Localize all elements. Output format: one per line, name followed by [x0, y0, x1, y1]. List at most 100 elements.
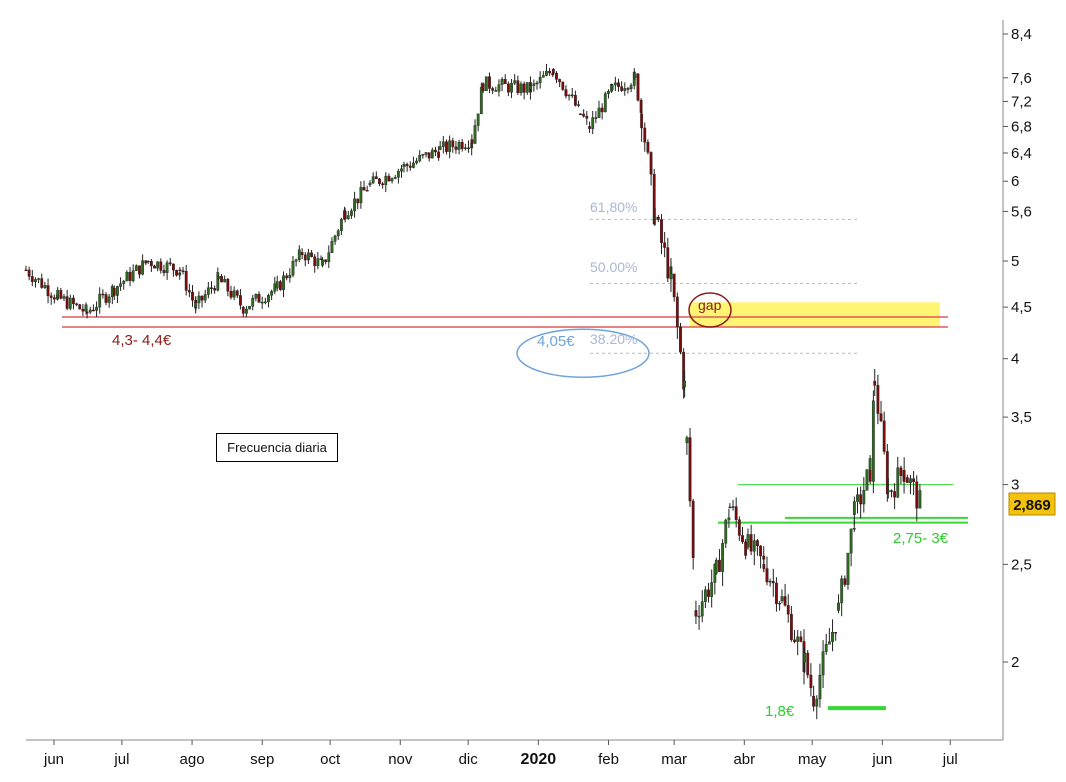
candle-body — [371, 176, 375, 184]
candle-body — [210, 287, 213, 289]
candle-body — [248, 305, 251, 310]
candle-body — [494, 90, 498, 92]
candle-body — [600, 107, 604, 113]
candle-body — [780, 596, 784, 602]
candle-body — [567, 94, 571, 97]
candle-body — [885, 451, 889, 495]
candle-body — [78, 304, 82, 310]
candle-body — [890, 490, 893, 492]
candle-body — [412, 162, 415, 168]
candle-body — [65, 296, 69, 309]
candle-body — [257, 293, 261, 303]
candle-body — [912, 478, 916, 482]
candle-body — [746, 534, 750, 548]
candle-body — [694, 610, 698, 617]
candle-body — [333, 235, 337, 242]
candle-body — [675, 296, 679, 327]
candle-body — [476, 113, 480, 126]
x-tick-label: sep — [250, 751, 274, 768]
candle-body — [445, 141, 448, 152]
x-tick-label: nov — [388, 751, 413, 768]
candle-body — [88, 309, 92, 313]
candle-body — [239, 295, 242, 306]
candle-body — [831, 632, 834, 642]
candle-body — [594, 117, 598, 119]
candle-body — [138, 265, 141, 275]
candle-body — [597, 107, 601, 118]
candle-body — [871, 400, 875, 482]
candle-body — [245, 308, 248, 314]
x-tick-label: jun — [43, 751, 64, 768]
candle-body — [229, 291, 233, 298]
candle-body — [339, 219, 343, 231]
candle-body — [535, 82, 539, 85]
candle-body — [226, 279, 230, 292]
candle-body — [497, 84, 501, 92]
candle-body — [424, 152, 428, 155]
gap-label: gap — [698, 297, 722, 313]
candle-body — [727, 517, 731, 521]
candle-body — [703, 589, 707, 602]
candle-body — [582, 113, 586, 117]
candle-body — [905, 477, 909, 483]
candle-body — [918, 490, 922, 509]
candle-body — [756, 540, 759, 547]
candle-body — [896, 467, 900, 498]
candle-body — [653, 216, 657, 220]
candle-body — [68, 297, 72, 309]
candle-body — [636, 73, 640, 101]
candle-body — [52, 297, 56, 300]
candle-body — [216, 276, 220, 280]
candle-body — [786, 605, 790, 615]
candle-body — [30, 276, 34, 282]
candle-body — [685, 437, 689, 444]
candle-body — [27, 269, 31, 277]
candle-body — [134, 265, 138, 271]
candle-body — [697, 615, 701, 618]
candle-body — [294, 259, 298, 262]
candle-body — [633, 73, 637, 78]
fib-label-618: 61,80% — [590, 199, 637, 215]
candle-body — [663, 242, 667, 248]
y-tick-label: 3,5 — [1011, 409, 1032, 426]
y-tick-label: 6 — [1011, 173, 1019, 190]
candle-body — [125, 271, 129, 282]
candle-body — [400, 168, 403, 172]
candle-body — [783, 596, 787, 606]
candle-body — [768, 581, 772, 583]
candle-body — [778, 602, 781, 605]
candle-body — [421, 154, 425, 156]
candle-body — [56, 290, 60, 298]
candle-body — [513, 80, 517, 84]
candle-body — [548, 70, 552, 74]
candle-body — [643, 127, 647, 143]
target-label: 4,05€ — [537, 333, 575, 350]
candle-body — [37, 278, 41, 280]
candle-body — [460, 142, 464, 149]
candle-body — [525, 82, 529, 93]
candle-body — [46, 285, 50, 297]
candle-body — [72, 297, 75, 304]
candle-body — [846, 552, 850, 585]
candle-body — [837, 602, 840, 611]
candle-body — [396, 170, 400, 178]
candle-body — [796, 636, 800, 642]
candle-body — [759, 545, 762, 557]
candle-body — [273, 283, 277, 292]
candle-body — [775, 582, 778, 604]
candle-body — [75, 303, 78, 305]
candle-body — [437, 151, 441, 158]
candle-body — [484, 76, 488, 92]
candle-body — [500, 79, 504, 85]
candle-body — [570, 94, 574, 97]
candle-body — [297, 249, 301, 260]
candle-body — [254, 293, 258, 299]
candle-body — [734, 506, 738, 520]
x-tick-label: feb — [598, 751, 619, 768]
candle-body — [522, 83, 526, 93]
candle-body — [104, 294, 108, 303]
candle-body — [441, 141, 445, 147]
candle-body — [393, 177, 397, 179]
candle-body — [451, 140, 455, 148]
